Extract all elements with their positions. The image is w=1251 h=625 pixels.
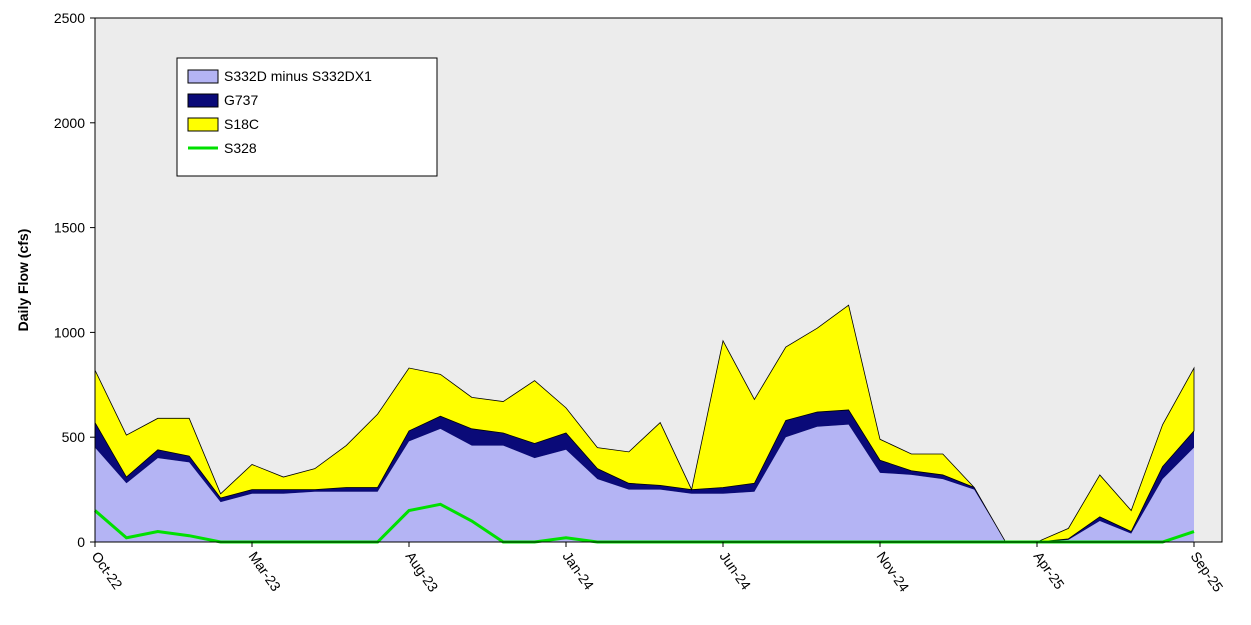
- x-tick-label: Aug-23: [403, 549, 442, 595]
- legend-swatch: [187, 69, 219, 84]
- legend-label: S328: [224, 140, 257, 156]
- legend: S332D minus S332DX1 G737 S18C S328: [176, 57, 438, 177]
- area: [95, 409, 1194, 542]
- legend-box: [176, 57, 438, 177]
- legend-label: S18C: [224, 116, 259, 132]
- legend-label: S332D minus S332DX1: [224, 68, 372, 84]
- y-tick-label: 2000: [54, 115, 85, 131]
- legend-swatch: [187, 93, 219, 108]
- x-tick-label: Nov-24: [874, 549, 913, 595]
- plot-frame: [94, 17, 1223, 543]
- x-tick-label: Jun-24: [717, 549, 755, 593]
- y-tick-label: 1000: [54, 324, 85, 340]
- area: [95, 424, 1194, 542]
- x-tick-label: Sep-25: [1188, 549, 1227, 595]
- x-tick-label: Jan-24: [560, 549, 598, 593]
- x-tick-label: Oct-22: [89, 549, 126, 593]
- y-axis-label: Daily Flow (cfs): [15, 229, 31, 332]
- legend-swatch: [187, 117, 219, 132]
- y-tick-label: 2500: [54, 10, 85, 26]
- area: [94, 304, 1195, 543]
- x-tick-label: Mar-23: [246, 549, 285, 595]
- y-tick-label: 0: [77, 534, 85, 550]
- legend-label: G737: [224, 92, 258, 108]
- x-tick-label: Apr-25: [1031, 549, 1068, 593]
- y-tick-label: 500: [62, 429, 86, 445]
- y-tick-label: 1500: [54, 220, 85, 236]
